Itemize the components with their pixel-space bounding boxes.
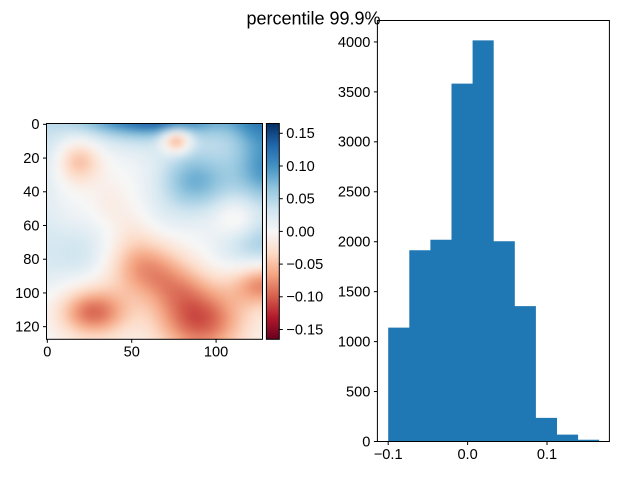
svg-text:0: 0 <box>31 117 39 133</box>
svg-text:3500: 3500 <box>338 85 370 101</box>
svg-text:0.10: 0.10 <box>286 159 314 175</box>
svg-text:0.00: 0.00 <box>286 224 314 240</box>
svg-text:1000: 1000 <box>338 335 370 351</box>
svg-text:20: 20 <box>23 151 39 167</box>
svg-text:0.1: 0.1 <box>537 447 557 463</box>
svg-text:120: 120 <box>15 320 39 336</box>
svg-text:60: 60 <box>23 218 39 234</box>
svg-text:2000: 2000 <box>338 235 370 251</box>
svg-text:0.05: 0.05 <box>286 192 314 208</box>
svg-text:percentile 99.9%: percentile 99.9% <box>246 8 380 28</box>
svg-text:50: 50 <box>124 345 140 361</box>
svg-text:0.0: 0.0 <box>457 447 477 463</box>
svg-text:100: 100 <box>15 286 39 302</box>
svg-text:−0.15: −0.15 <box>286 322 323 338</box>
svg-text:−0.10: −0.10 <box>286 290 323 306</box>
svg-text:100: 100 <box>204 345 228 361</box>
svg-text:0: 0 <box>43 345 51 361</box>
svg-text:40: 40 <box>23 185 39 201</box>
svg-text:−0.05: −0.05 <box>286 257 323 273</box>
svg-text:80: 80 <box>23 252 39 268</box>
svg-text:0: 0 <box>362 434 370 450</box>
svg-text:−0.1: −0.1 <box>374 447 403 463</box>
svg-text:3000: 3000 <box>338 135 370 151</box>
svg-text:0.15: 0.15 <box>286 126 314 142</box>
svg-text:2500: 2500 <box>338 185 370 201</box>
svg-text:1500: 1500 <box>338 285 370 301</box>
svg-text:4000: 4000 <box>338 35 370 51</box>
svg-text:500: 500 <box>346 384 370 400</box>
